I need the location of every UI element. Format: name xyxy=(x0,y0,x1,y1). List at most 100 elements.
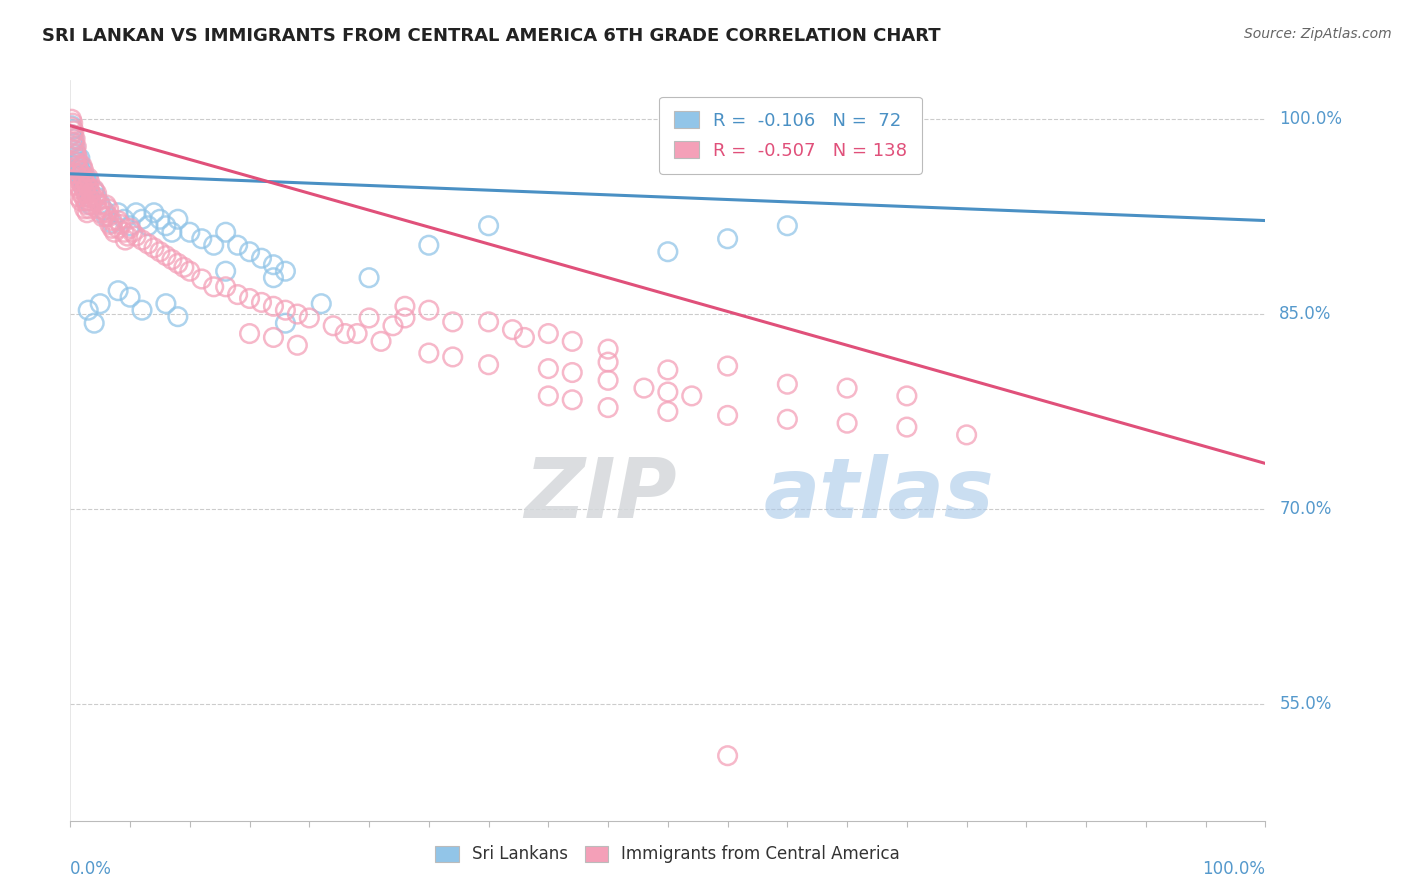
Point xyxy=(69,182,91,196)
Point xyxy=(179,225,201,239)
Point xyxy=(478,315,501,329)
Point xyxy=(418,346,440,360)
Point xyxy=(73,182,96,196)
Legend: Sri Lankans, Immigrants from Central America: Sri Lankans, Immigrants from Central Ame… xyxy=(427,837,908,871)
Point xyxy=(166,212,188,227)
Point xyxy=(776,377,799,392)
Point xyxy=(65,147,87,161)
Point xyxy=(86,186,108,201)
Point xyxy=(322,318,344,333)
Point xyxy=(239,244,262,259)
Point xyxy=(155,249,177,263)
Point xyxy=(537,361,560,376)
Point xyxy=(98,218,121,232)
Point xyxy=(633,381,655,395)
Point xyxy=(79,190,101,204)
Point xyxy=(598,373,620,387)
Point xyxy=(441,350,464,364)
Point xyxy=(79,175,101,189)
Point xyxy=(60,119,83,133)
Point xyxy=(70,167,93,181)
Point xyxy=(561,334,583,349)
Point xyxy=(657,363,679,377)
Point xyxy=(76,206,98,220)
Point xyxy=(69,175,91,189)
Point xyxy=(101,213,124,227)
Point xyxy=(97,210,120,224)
Point xyxy=(441,315,464,329)
Point xyxy=(67,170,90,185)
Point xyxy=(96,210,117,224)
Point xyxy=(75,186,97,201)
Point xyxy=(62,136,84,150)
Point xyxy=(75,170,97,185)
Point xyxy=(86,194,108,208)
Point xyxy=(202,238,225,252)
Point xyxy=(65,139,87,153)
Point xyxy=(120,290,141,304)
Point xyxy=(250,251,273,265)
Point xyxy=(191,272,214,286)
Point xyxy=(120,221,141,235)
Point xyxy=(107,284,129,298)
Point xyxy=(70,170,93,185)
Point xyxy=(101,221,124,235)
Point xyxy=(287,338,309,352)
Point xyxy=(537,326,560,341)
Point xyxy=(681,389,703,403)
Point xyxy=(160,252,183,267)
Point xyxy=(717,748,740,763)
Point xyxy=(63,136,86,150)
Point xyxy=(66,159,89,173)
Point xyxy=(956,428,979,442)
Point xyxy=(66,155,89,169)
Point xyxy=(121,225,143,239)
Point xyxy=(83,182,105,196)
Point xyxy=(125,206,148,220)
Point xyxy=(62,128,84,142)
Point xyxy=(717,359,740,373)
Point xyxy=(136,236,159,251)
Point xyxy=(63,132,86,146)
Point xyxy=(67,162,90,177)
Point xyxy=(125,229,148,244)
Text: Source: ZipAtlas.com: Source: ZipAtlas.com xyxy=(1244,27,1392,41)
Point xyxy=(657,244,679,259)
Point xyxy=(70,194,93,208)
Point xyxy=(89,206,111,220)
Point xyxy=(72,170,94,185)
Point xyxy=(143,206,166,220)
Point xyxy=(263,270,285,285)
Point xyxy=(657,384,679,399)
Point xyxy=(96,198,117,212)
Point xyxy=(62,116,84,130)
Point xyxy=(76,178,98,193)
Point xyxy=(107,206,129,220)
Point xyxy=(70,159,93,173)
Point xyxy=(110,218,132,232)
Point xyxy=(70,159,93,173)
Point xyxy=(513,330,536,344)
Point xyxy=(263,330,285,344)
Point xyxy=(60,120,83,134)
Text: 100.0%: 100.0% xyxy=(1279,111,1343,128)
Point xyxy=(69,151,91,165)
Point xyxy=(77,303,100,318)
Point xyxy=(65,147,87,161)
Point xyxy=(298,310,321,325)
Point xyxy=(70,178,93,193)
Point xyxy=(83,184,105,198)
Point xyxy=(60,128,83,142)
Point xyxy=(103,225,125,239)
Point xyxy=(112,225,135,239)
Text: 0.0%: 0.0% xyxy=(70,860,112,878)
Point xyxy=(93,203,115,218)
Point xyxy=(136,219,159,233)
Point xyxy=(173,260,195,275)
Point xyxy=(896,389,918,403)
Point xyxy=(70,178,93,193)
Point xyxy=(96,206,117,220)
Point xyxy=(776,219,799,233)
Point xyxy=(83,190,105,204)
Point xyxy=(89,198,111,212)
